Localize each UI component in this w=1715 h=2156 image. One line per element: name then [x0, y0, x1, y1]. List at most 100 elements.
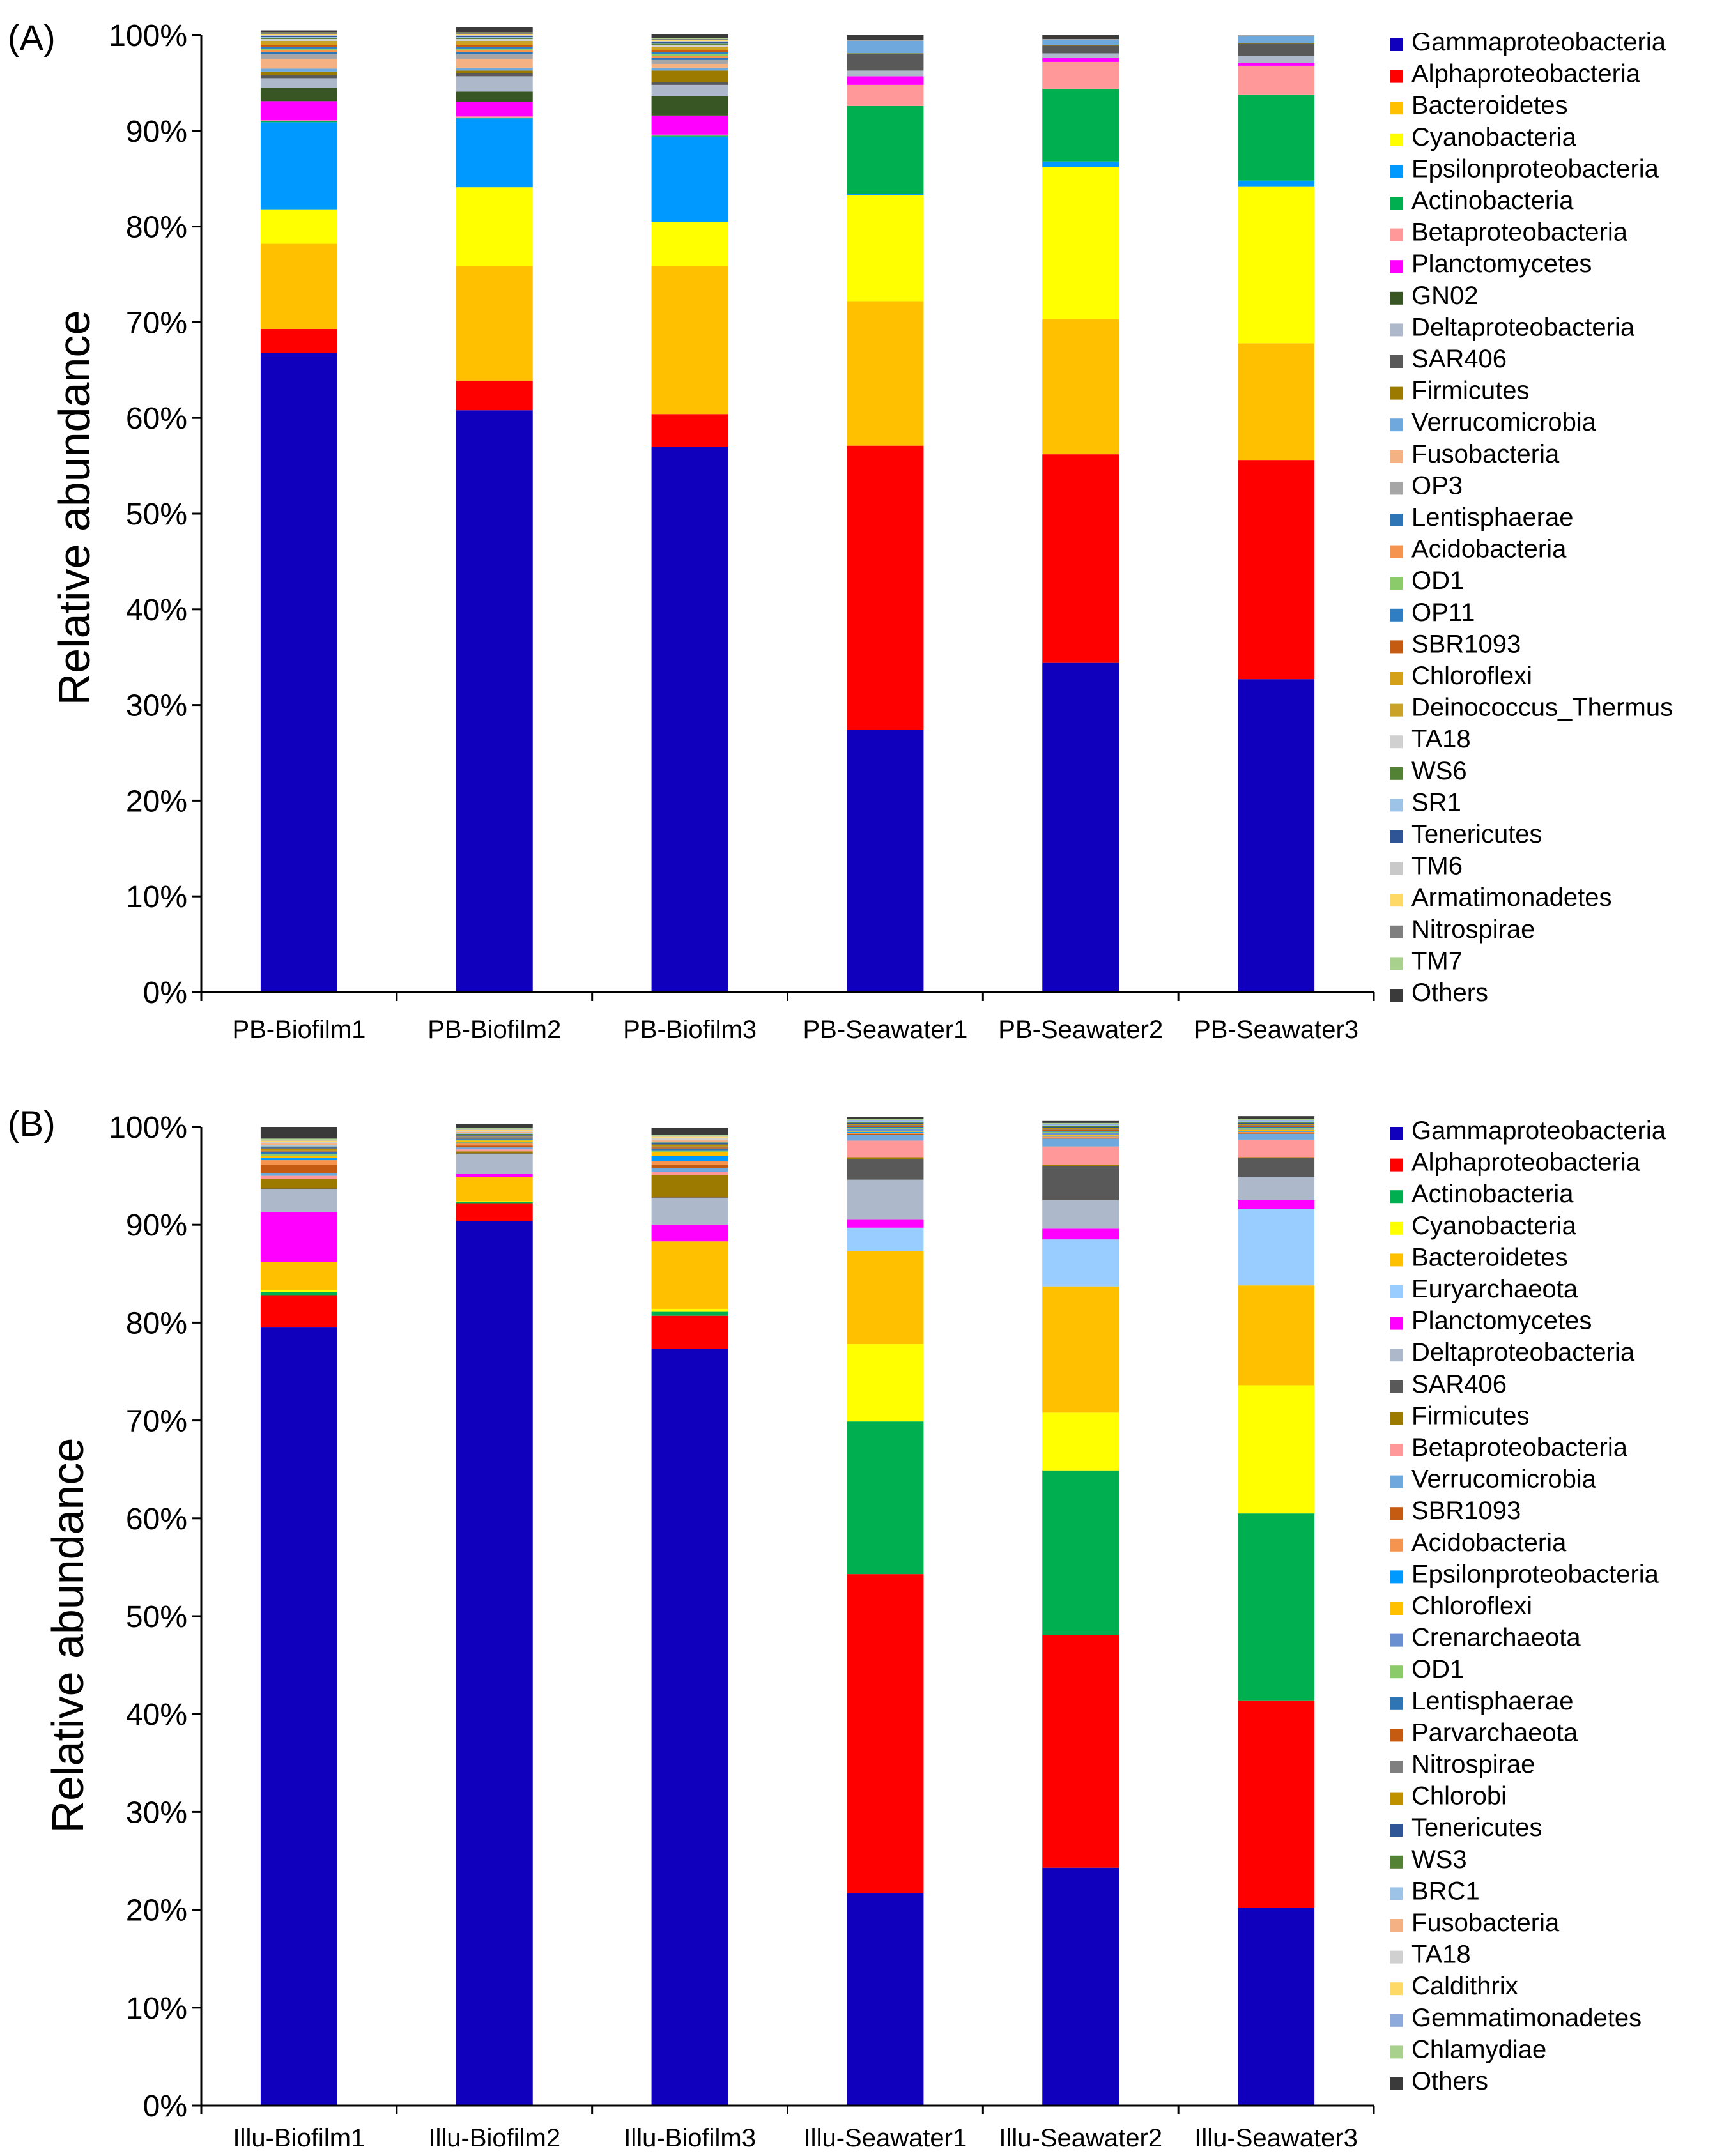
bar-segment	[456, 1154, 533, 1174]
bar-segment	[1042, 1470, 1119, 1635]
bar-segment	[260, 1156, 337, 1159]
bar-segment	[260, 1150, 337, 1152]
bar-segment	[1238, 43, 1315, 56]
bar-segment	[847, 1124, 924, 1126]
bar-segment	[260, 1127, 337, 1139]
bar-segment	[1042, 1138, 1119, 1147]
legend-label: Betaproteobacteria	[1411, 218, 1628, 247]
bar-segment	[651, 34, 728, 38]
legend-label: Epsilonproteobacteria	[1411, 155, 1659, 183]
legend-swatch	[1390, 133, 1403, 146]
bar-segment	[847, 445, 924, 730]
bar-segment	[260, 1139, 337, 1141]
legend-swatch	[1390, 1444, 1403, 1456]
legend-label: SBR1093	[1411, 1497, 1521, 1525]
bar-segment	[1042, 1122, 1119, 1124]
bar-segment	[1238, 1126, 1315, 1127]
legend-swatch	[1390, 767, 1403, 780]
bar-segment	[847, 1179, 924, 1220]
bar-segment	[1042, 1133, 1119, 1135]
bar-segment	[651, 84, 728, 96]
legend-swatch	[1390, 514, 1403, 526]
legend-label: Alphaproteobacteria	[1411, 60, 1641, 88]
bar-segment	[456, 1131, 533, 1132]
bar-segment	[847, 53, 924, 54]
bar-segment	[1238, 1513, 1315, 1701]
y-tick-label: 0%	[143, 2090, 187, 2123]
bar-segment	[260, 71, 337, 75]
bar-segment	[1042, 57, 1119, 62]
bar-segment	[651, 266, 728, 415]
legend-label: OP11	[1411, 599, 1475, 627]
y-tick-label: 90%	[126, 115, 187, 149]
legend-label: BRC1	[1411, 1877, 1480, 1905]
legend-swatch	[1390, 1824, 1403, 1837]
bar-segment	[847, 1119, 924, 1120]
bar-segment	[847, 1227, 924, 1251]
bar-segment	[260, 121, 337, 123]
bar-segment	[456, 1174, 533, 1177]
bar-segment	[1042, 1412, 1119, 1471]
bar-segment	[456, 52, 533, 54]
bar-segment	[651, 48, 728, 50]
bar-segment	[651, 1168, 728, 1172]
bar-segment	[456, 42, 533, 45]
bar-segment	[847, 1133, 924, 1134]
legend-label: Gammaproteobacteria	[1411, 28, 1666, 56]
bar-segment	[847, 54, 924, 71]
y-tick-label: 30%	[126, 689, 187, 723]
x-tick-label: Illu-Seawater2	[999, 2124, 1162, 2152]
y-tick-label: 70%	[126, 1405, 187, 1439]
bar-segment	[847, 1117, 924, 1119]
bar-segment	[1042, 1867, 1119, 2106]
legend-swatch	[1390, 2077, 1403, 2090]
bar-segment	[847, 1124, 924, 1125]
bar-segment	[847, 1120, 924, 1122]
bar-segment	[1238, 460, 1315, 680]
legend-swatch	[1390, 577, 1403, 590]
bar-segment	[456, 1149, 533, 1152]
bar-segment	[1042, 35, 1119, 39]
bar-segment	[456, 67, 533, 71]
legend-swatch	[1390, 1507, 1403, 1520]
legend-swatch	[1390, 1317, 1403, 1330]
bar-segment	[847, 84, 924, 106]
bar-segment	[260, 1143, 337, 1146]
bar-segment	[847, 1344, 924, 1422]
bar-segment	[456, 1203, 533, 1221]
y-axis-label: Relative abundance	[49, 310, 99, 706]
bar-segment	[1238, 1200, 1315, 1209]
bar-segment	[260, 353, 337, 992]
bar-segment	[1238, 36, 1315, 43]
bar-segment	[651, 1311, 728, 1316]
bar-segment	[456, 1201, 533, 1202]
legend-label: Nitrospirae	[1411, 1750, 1535, 1778]
bar-segment	[847, 1133, 924, 1135]
bar-segment	[651, 1148, 728, 1151]
bar-segment	[651, 115, 728, 135]
legend-label: Bacteroidetes	[1411, 1243, 1568, 1271]
bar-segment	[1238, 1133, 1315, 1140]
bar-segment	[1042, 1124, 1119, 1126]
legend-swatch	[1390, 1950, 1403, 1964]
legend-swatch	[1390, 102, 1403, 115]
bar-segment	[260, 1173, 337, 1176]
bar-segment	[847, 1219, 924, 1228]
y-tick-label: 100%	[109, 1111, 187, 1145]
y-tick-label: 90%	[126, 1209, 187, 1242]
bar-segment	[260, 1212, 337, 1262]
y-tick-label: 30%	[126, 1796, 187, 1830]
bar-segment	[1238, 1122, 1315, 1124]
bar-segment	[260, 42, 337, 45]
bar-segment	[456, 116, 533, 118]
bar-segment	[456, 1140, 533, 1143]
bar-segment	[651, 67, 728, 71]
bar-segment	[1238, 1139, 1315, 1158]
bar-segment	[651, 1139, 728, 1142]
bar-segment	[456, 48, 533, 50]
bar-segment	[1238, 1908, 1315, 2106]
bar-segment	[1238, 1285, 1315, 1386]
bar-segment	[1042, 1129, 1119, 1130]
y-tick-label: 50%	[126, 498, 187, 531]
bar-segment	[1042, 1165, 1119, 1166]
